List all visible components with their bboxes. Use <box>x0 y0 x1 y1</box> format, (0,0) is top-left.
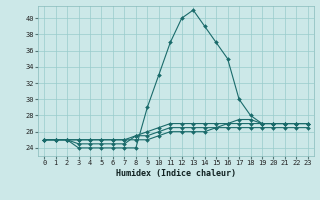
X-axis label: Humidex (Indice chaleur): Humidex (Indice chaleur) <box>116 169 236 178</box>
